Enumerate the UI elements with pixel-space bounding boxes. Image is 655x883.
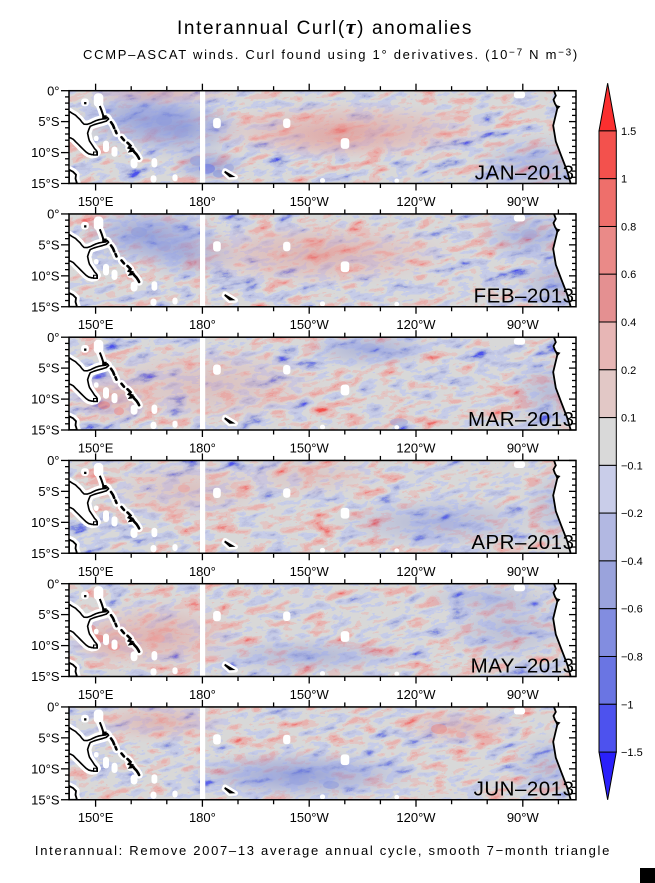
svg-text:150°E: 150°E — [78, 687, 114, 702]
svg-text:MAY–2013: MAY–2013 — [471, 655, 575, 678]
svg-text:180°: 180° — [189, 317, 216, 332]
svg-text:Interannual Curl(τ) anomalies: Interannual Curl(τ) anomalies — [177, 14, 473, 39]
svg-text:0.1: 0.1 — [621, 413, 636, 425]
svg-text:JAN–2013: JAN–2013 — [475, 162, 575, 185]
svg-text:0°: 0° — [47, 576, 59, 591]
svg-text:10°S: 10°S — [31, 145, 60, 160]
svg-text:0°: 0° — [47, 453, 59, 468]
svg-text:5°S: 5°S — [38, 731, 59, 746]
svg-text:1: 1 — [621, 174, 627, 186]
svg-text:90°W: 90°W — [507, 441, 540, 456]
svg-text:15°S: 15°S — [31, 546, 60, 561]
svg-text:5°S: 5°S — [38, 114, 59, 129]
svg-text:180°: 180° — [189, 687, 216, 702]
svg-text:15°S: 15°S — [31, 669, 60, 684]
svg-text:150°W: 150°W — [290, 564, 330, 579]
svg-text:10°S: 10°S — [31, 761, 60, 776]
svg-text:90°W: 90°W — [507, 810, 540, 825]
svg-text:180°: 180° — [189, 194, 216, 209]
svg-text:180°: 180° — [189, 441, 216, 456]
svg-text:10°S: 10°S — [31, 515, 60, 530]
svg-text:120°W: 120°W — [396, 317, 436, 332]
svg-text:10°S: 10°S — [31, 638, 60, 653]
svg-text:90°W: 90°W — [507, 564, 540, 579]
svg-text:0°: 0° — [47, 700, 59, 715]
svg-text:0.2: 0.2 — [621, 365, 636, 377]
svg-text:1.5: 1.5 — [621, 126, 636, 138]
svg-text:APR–2013: APR–2013 — [471, 531, 574, 554]
svg-text:15°S: 15°S — [31, 176, 60, 191]
svg-text:0°: 0° — [47, 330, 59, 345]
svg-text:10°S: 10°S — [31, 268, 60, 283]
svg-text:MAR–2013: MAR–2013 — [468, 408, 575, 431]
svg-text:−0.6: −0.6 — [621, 604, 643, 616]
svg-text:0.4: 0.4 — [621, 317, 636, 329]
svg-text:−1: −1 — [621, 699, 634, 711]
svg-text:150°E: 150°E — [78, 441, 114, 456]
svg-text:CCMP–ASCAT winds. Curl found u: CCMP–ASCAT winds. Curl found using 1° de… — [83, 47, 579, 62]
svg-text:15°S: 15°S — [31, 423, 60, 438]
svg-text:Interannual: Remove 2007–13 av: Interannual: Remove 2007–13 average annu… — [35, 843, 611, 858]
svg-text:120°W: 120°W — [396, 810, 436, 825]
svg-text:5°S: 5°S — [38, 484, 59, 499]
svg-text:−0.1: −0.1 — [621, 460, 643, 472]
svg-text:5°S: 5°S — [38, 361, 59, 376]
svg-text:150°W: 150°W — [290, 317, 330, 332]
svg-text:150°E: 150°E — [78, 194, 114, 209]
svg-text:180°: 180° — [189, 810, 216, 825]
svg-text:15°S: 15°S — [31, 299, 60, 314]
svg-text:150°W: 150°W — [290, 810, 330, 825]
svg-text:90°W: 90°W — [507, 687, 540, 702]
svg-text:150°W: 150°W — [290, 194, 330, 209]
svg-text:FEB–2013: FEB–2013 — [474, 285, 575, 308]
svg-text:0.8: 0.8 — [621, 222, 636, 234]
svg-text:120°W: 120°W — [396, 687, 436, 702]
svg-text:150°E: 150°E — [78, 564, 114, 579]
svg-text:90°W: 90°W — [507, 194, 540, 209]
svg-text:0.6: 0.6 — [621, 269, 636, 281]
svg-text:150°W: 150°W — [290, 441, 330, 456]
svg-text:0°: 0° — [47, 207, 59, 222]
svg-text:120°W: 120°W — [396, 194, 436, 209]
svg-text:−0.2: −0.2 — [621, 508, 643, 520]
svg-text:JUN–2013: JUN–2013 — [474, 778, 575, 801]
svg-text:120°W: 120°W — [396, 441, 436, 456]
svg-text:120°W: 120°W — [396, 564, 436, 579]
svg-text:0°: 0° — [47, 83, 59, 98]
svg-text:150°W: 150°W — [290, 687, 330, 702]
svg-text:−0.8: −0.8 — [621, 652, 643, 664]
svg-text:90°W: 90°W — [507, 317, 540, 332]
svg-text:−1.5: −1.5 — [621, 747, 643, 759]
svg-text:150°E: 150°E — [78, 317, 114, 332]
svg-text:180°: 180° — [189, 564, 216, 579]
svg-text:15°S: 15°S — [31, 792, 60, 807]
svg-text:10°S: 10°S — [31, 392, 60, 407]
svg-text:5°S: 5°S — [38, 238, 59, 253]
svg-text:5°S: 5°S — [38, 607, 59, 622]
svg-text:−0.4: −0.4 — [621, 556, 643, 568]
svg-text:150°E: 150°E — [78, 810, 114, 825]
